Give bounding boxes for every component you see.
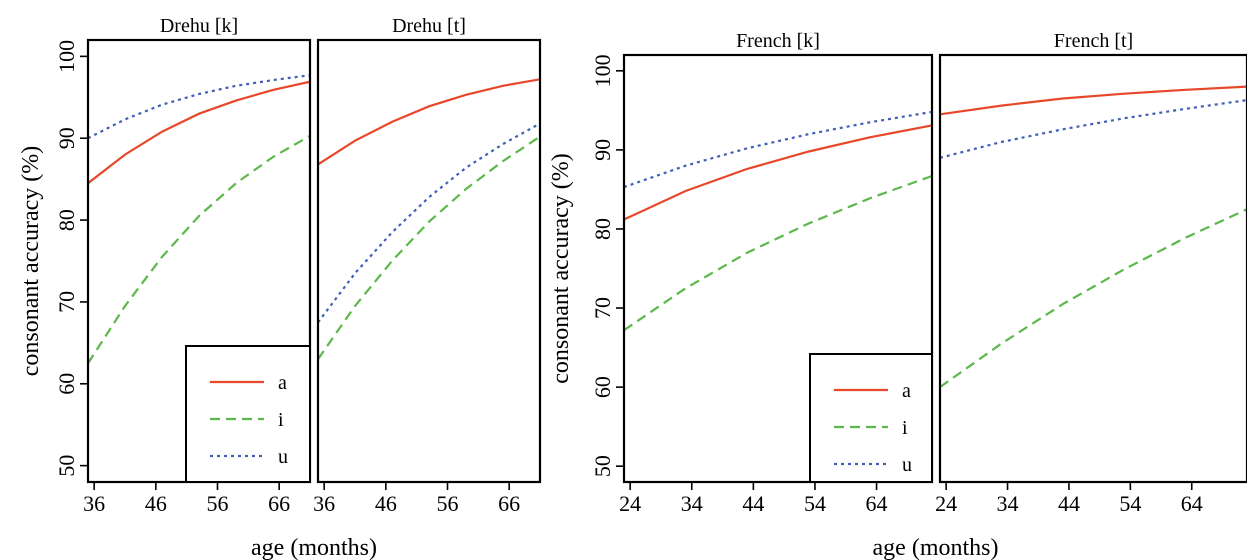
x-tick-label: 36: [313, 491, 335, 516]
legend-box: [809, 353, 933, 483]
y-tick-label: 90: [54, 127, 79, 149]
legend: aiu: [809, 353, 933, 483]
x-tick-label: 56: [437, 491, 459, 516]
x-tick-label: 56: [207, 491, 229, 516]
y-tick-label: 50: [54, 455, 79, 477]
legend-label-i: i: [902, 417, 908, 439]
series-line-i: [940, 208, 1247, 388]
series-line-u: [88, 74, 310, 140]
series-line-i: [624, 174, 932, 332]
y-tick-label: 100: [590, 54, 615, 87]
y-axis-title: consonant accuracy (%): [18, 146, 44, 377]
panel-title: French [t]: [1054, 30, 1133, 52]
x-axis-title: age (months): [251, 535, 377, 560]
x-tick-label: 46: [375, 491, 397, 516]
y-tick-label: 70: [590, 297, 615, 319]
x-tick-label: 44: [742, 491, 764, 516]
chart-group-french: French [k] 24 34 44 54 64 French [t] 24 34 44 54 64…: [548, 30, 1247, 560]
panel-title: French [k]: [736, 30, 820, 52]
panel-drehu-1: Drehu [t] 36 46 56 66: [313, 15, 542, 516]
panel-title: Drehu [k]: [160, 15, 238, 37]
x-tick-label: 54: [804, 491, 826, 516]
series-line-a: [624, 124, 932, 221]
y-tick-label: 60: [590, 376, 615, 398]
legend-label-a: a: [278, 372, 287, 394]
y-tick-label: 100: [54, 40, 79, 73]
series-line-a: [88, 80, 310, 185]
panel-frame: [938, 53, 1247, 484]
panel-french-1: French [t] 24 34 44 54 64: [935, 30, 1247, 516]
x-tick-label: 66: [268, 491, 290, 516]
x-tick-label: 34: [997, 491, 1019, 516]
series-line-a: [318, 78, 540, 166]
x-tick-label: 36: [83, 491, 105, 516]
legend-label-u: u: [902, 454, 912, 476]
series-line-u: [940, 99, 1247, 159]
x-tick-label: 34: [681, 491, 703, 516]
legend-label-a: a: [902, 380, 911, 402]
y-tick-label: 80: [54, 209, 79, 231]
panel-frame: [316, 38, 542, 484]
panel-drehu-0: Drehu [k] 36 46 56 66: [83, 15, 312, 516]
panel-french-0: French [k] 24 34 44 54 64: [619, 30, 934, 516]
y-tick-label: 60: [54, 373, 79, 395]
chart-group-drehu: Drehu [k] 36 46 56 66 Drehu [t] 36 46 56 66 50 60 70…: [18, 15, 542, 560]
x-tick-label: 24: [619, 491, 641, 516]
y-tick-label: 80: [590, 218, 615, 240]
x-tick-label: 64: [866, 491, 888, 516]
x-tick-label: 44: [1058, 491, 1080, 516]
series-line-i: [88, 134, 310, 364]
x-tick-label: 66: [498, 491, 520, 516]
series-line-u: [624, 110, 932, 189]
y-axis-title: consonant accuracy (%): [548, 153, 574, 384]
y-tick-label: 70: [54, 291, 79, 313]
x-tick-label: 46: [145, 491, 167, 516]
x-tick-label: 24: [935, 491, 957, 516]
x-axis-title: age (months): [873, 535, 999, 560]
y-tick-label: 50: [590, 455, 615, 477]
legend-box: [185, 345, 311, 483]
series-line-i: [318, 135, 540, 360]
y-tick-label: 90: [590, 139, 615, 161]
legend-label-u: u: [278, 446, 288, 468]
panel-title: Drehu [t]: [392, 15, 466, 37]
x-tick-label: 54: [1119, 491, 1141, 516]
series-line-a: [940, 85, 1247, 116]
x-tick-label: 64: [1181, 491, 1203, 516]
legend: aiu: [185, 345, 311, 483]
legend-label-i: i: [278, 409, 284, 431]
panel-frame: [622, 53, 934, 484]
